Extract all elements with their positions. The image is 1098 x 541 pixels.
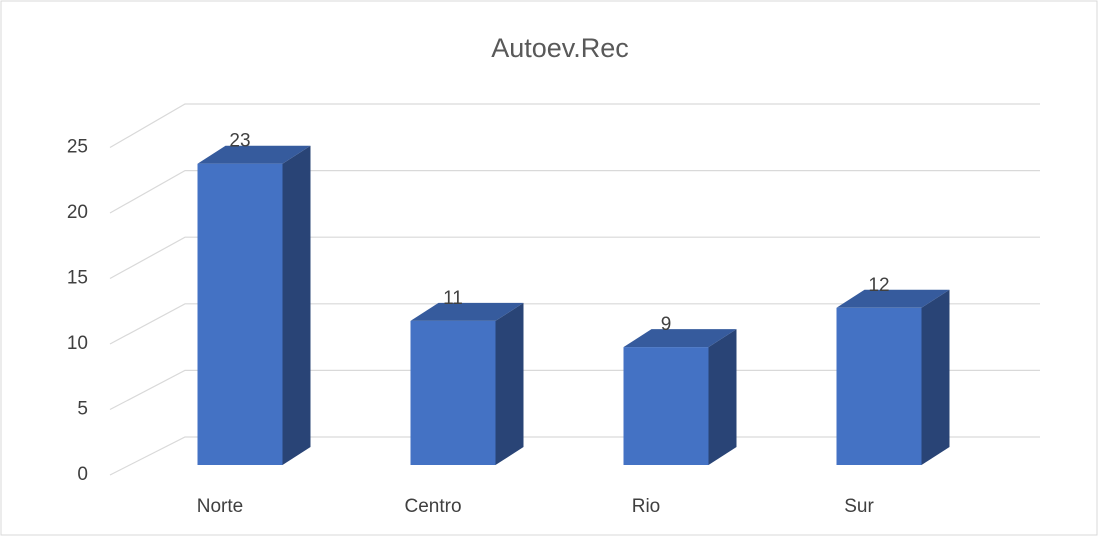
bar [197,163,283,465]
y-tick-label: 25 [67,137,88,158]
x-tick-label: Norte [197,496,243,517]
data-label: 23 [229,131,250,152]
y-tick-label: 15 [67,268,88,289]
data-label: 12 [868,275,889,296]
grid-line [109,303,1040,345]
bar-side [921,289,950,465]
x-tick-label: Centro [404,496,461,517]
bar-top [836,289,950,308]
y-tick-label: 0 [77,464,88,485]
data-label: 11 [443,288,463,309]
bar [410,320,496,465]
grid-line [109,103,1040,149]
bar [836,307,922,465]
bar-top [623,329,737,348]
x-tick-label: Rio [632,496,661,517]
data-label: 9 [661,314,672,335]
grid-line [109,436,1040,476]
bar [623,347,709,465]
bar-top [410,302,524,321]
y-tick-label: 20 [67,202,88,223]
grid-line [109,236,1040,280]
y-tick-label: 10 [67,333,88,354]
bar-side [282,145,311,465]
grid-line [109,170,1040,214]
bar-side [708,329,737,465]
y-tick-label: 5 [77,399,88,420]
bar-side [495,302,524,465]
x-tick-label: Sur [844,496,874,517]
chart-title: Autoev.Rec [491,33,629,63]
grid-line [109,369,1040,411]
bar-top [197,145,311,164]
